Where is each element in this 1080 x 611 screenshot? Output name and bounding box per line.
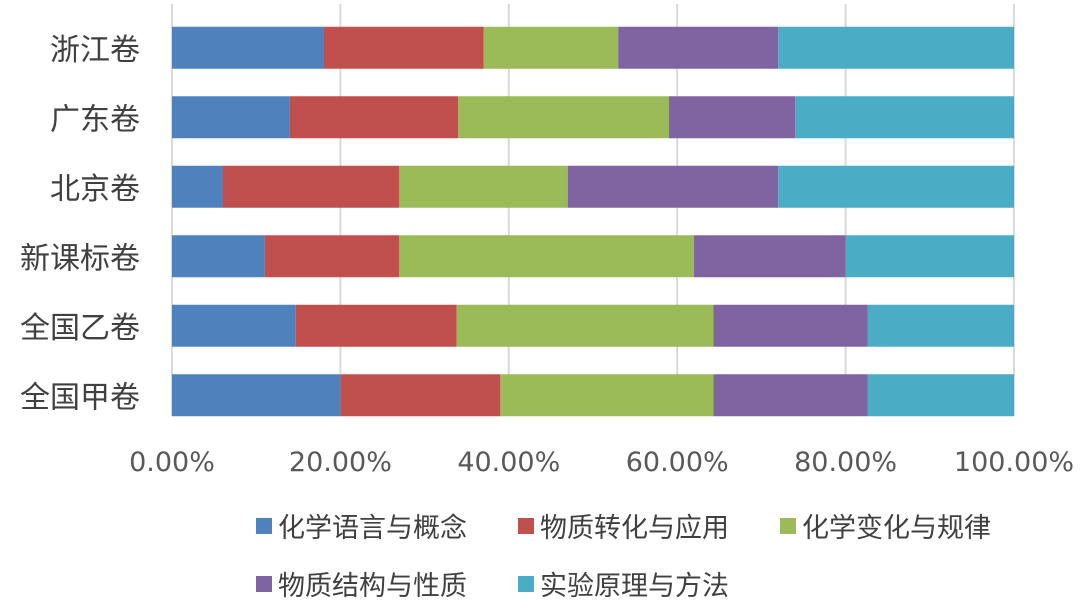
legend-item: 物质结构与性质 — [256, 571, 467, 602]
bar-segment — [867, 304, 1014, 347]
bar-segment — [172, 304, 296, 347]
bar-segment — [399, 165, 568, 208]
x-tick-label: 20.00% — [289, 447, 392, 478]
x-tick-label: 80.00% — [794, 447, 897, 478]
legend-swatch — [256, 518, 272, 534]
bar-segment — [483, 26, 619, 69]
gridlines — [171, 4, 1015, 416]
legend-item: 物质转化与应用 — [518, 513, 729, 544]
bars — [172, 26, 1014, 417]
category-label: 全国甲卷 — [20, 380, 140, 415]
bar-segment — [172, 165, 223, 208]
category-label: 新课标卷 — [20, 241, 140, 276]
x-tick-label: 40.00% — [457, 447, 560, 478]
bar-segment — [713, 374, 868, 417]
bar-segment — [795, 96, 1014, 139]
bar-segment — [500, 374, 714, 417]
x-tick-label: 100.00% — [954, 447, 1074, 478]
bar-segment — [867, 374, 1014, 417]
legend-item: 化学语言与概念 — [256, 513, 467, 544]
category-label: 广东卷 — [50, 102, 140, 137]
bar-segment — [323, 26, 484, 69]
bar-segment — [264, 235, 400, 278]
legend-swatch — [518, 576, 534, 592]
x-tick-label: 60.00% — [626, 447, 729, 478]
bar-segment — [172, 96, 290, 139]
legend-label: 物质结构与性质 — [278, 571, 467, 602]
x-tick-labels: 0.00% 20.00% 40.00% 60.00% 80.00% 100.00% — [129, 447, 1074, 478]
bar-segment — [172, 26, 324, 69]
bar-segment — [845, 235, 1014, 278]
legend-label: 实验原理与方法 — [540, 571, 729, 602]
legend-swatch — [780, 518, 796, 534]
legend-label: 化学语言与概念 — [278, 513, 467, 544]
bar-segment — [458, 96, 669, 139]
bar-segment — [172, 235, 265, 278]
legend-swatch — [518, 518, 534, 534]
bar-segment — [778, 165, 1014, 208]
bar-segment — [172, 374, 341, 417]
bar-segment — [399, 235, 695, 278]
bar-segment — [456, 304, 714, 347]
legend-item: 实验原理与方法 — [518, 571, 729, 602]
category-label: 北京卷 — [50, 172, 140, 207]
legend-swatch — [256, 576, 272, 592]
bar-segment — [778, 26, 1014, 69]
bar-segment — [694, 235, 846, 278]
x-tick-label: 0.00% — [129, 447, 215, 478]
bar-segment — [668, 96, 796, 139]
bar-segment — [289, 96, 459, 139]
legend-label: 化学变化与规律 — [802, 513, 991, 544]
bar-segment — [713, 304, 868, 347]
bar-segment — [618, 26, 779, 69]
bar-segment — [222, 165, 400, 208]
bar-segment — [340, 374, 501, 417]
legend-label: 物质转化与应用 — [540, 513, 729, 544]
legend-item: 化学变化与规律 — [780, 513, 991, 544]
bar-segment — [567, 165, 779, 208]
category-label: 全国乙卷 — [20, 311, 140, 346]
category-label: 浙江卷 — [50, 33, 140, 68]
bar-segment — [295, 304, 457, 347]
